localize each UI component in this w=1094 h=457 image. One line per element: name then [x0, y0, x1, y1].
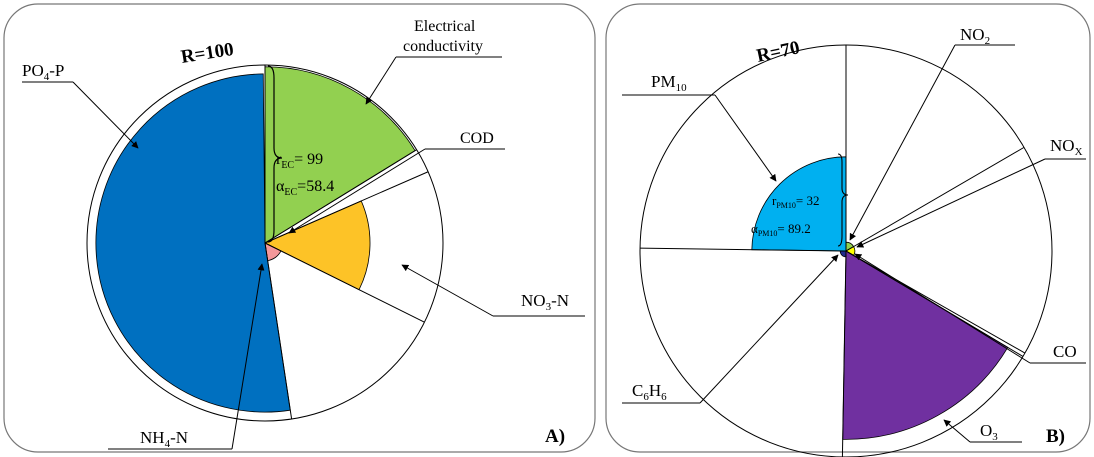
sector-divider: [845, 146, 1025, 252]
c6h6-label: C6H6: [632, 381, 667, 403]
panel-b-label: B): [1046, 426, 1065, 447]
sector-divider: [264, 242, 425, 323]
sector-no-n: [264, 200, 371, 291]
no3-label: NO3-N: [521, 291, 569, 313]
po4-label: PO4-P: [22, 61, 64, 83]
po4-leader-arrow: [72, 81, 139, 149]
panel-a-sectors: [95, 66, 416, 413]
o3-label: O3: [980, 421, 998, 443]
panel-a-label: A): [545, 426, 565, 447]
o3-leader-arrow: [943, 419, 971, 443]
no2-label: NO2: [960, 25, 990, 47]
no3-leader-arrow: [401, 264, 494, 317]
sector-divider: [264, 242, 293, 420]
ec-label-line2: conductivity: [403, 38, 483, 55]
ec-label-line1: Electrical: [414, 18, 476, 35]
cod-label: COD: [460, 130, 494, 147]
sector-divider: [640, 247, 847, 252]
nh4-leader-arrow: [231, 263, 265, 450]
c6h6-leader-arrow: [699, 254, 839, 404]
pm10-radius-brace: [837, 153, 849, 247]
nox-leader-arrow: [856, 158, 1046, 248]
panel-b-radius-label: R=70: [755, 37, 802, 67]
nox-label: NOX: [1050, 136, 1083, 158]
sector-po-p: [95, 73, 291, 413]
sector-electrical-conductivity: [264, 66, 416, 244]
pm10-angle-annotation: αPM10= 89.2: [751, 221, 811, 238]
cod-leader-arrow: [288, 148, 426, 234]
no2-leader-arrow: [849, 44, 956, 241]
sector-divider: [841, 250, 847, 457]
ec-leader-arrow: [365, 56, 397, 105]
sector-c-h: [839, 250, 847, 258]
sector-pm: [751, 156, 847, 252]
nh4-label: NH4-N: [140, 428, 188, 450]
co-label: CO: [1053, 342, 1077, 361]
panel-b-frame: [605, 3, 1091, 453]
panel-b: R=70 PM10 NO2 NOX CO O3 C6H6 rPM10= 32 α…: [622, 25, 1086, 457]
ec-angle-annotation: αEC=58.4: [276, 178, 334, 198]
sector-o: [842, 250, 1009, 440]
pm10-leader-arrow: [714, 94, 777, 182]
panel-a-frame: [3, 3, 596, 453]
sector-divider: [845, 250, 1026, 354]
ec-radius-brace: [267, 65, 283, 243]
pm10-radius-annotation: rPM10= 32: [772, 193, 820, 210]
panel-a-radius-label: R=100: [179, 39, 235, 68]
panel-b-sectors: [751, 156, 1009, 440]
panel-a: R=100 PO4-P Electrical conductivity COD …: [22, 18, 585, 450]
pm10-label: PM10: [651, 72, 687, 94]
co-leader-arrow: [854, 253, 1031, 364]
ec-radius-annotation: rEC= 99: [276, 151, 323, 171]
